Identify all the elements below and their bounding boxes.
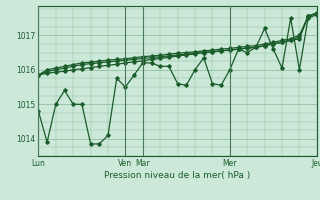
- X-axis label: Pression niveau de la mer( hPa ): Pression niveau de la mer( hPa ): [104, 171, 251, 180]
